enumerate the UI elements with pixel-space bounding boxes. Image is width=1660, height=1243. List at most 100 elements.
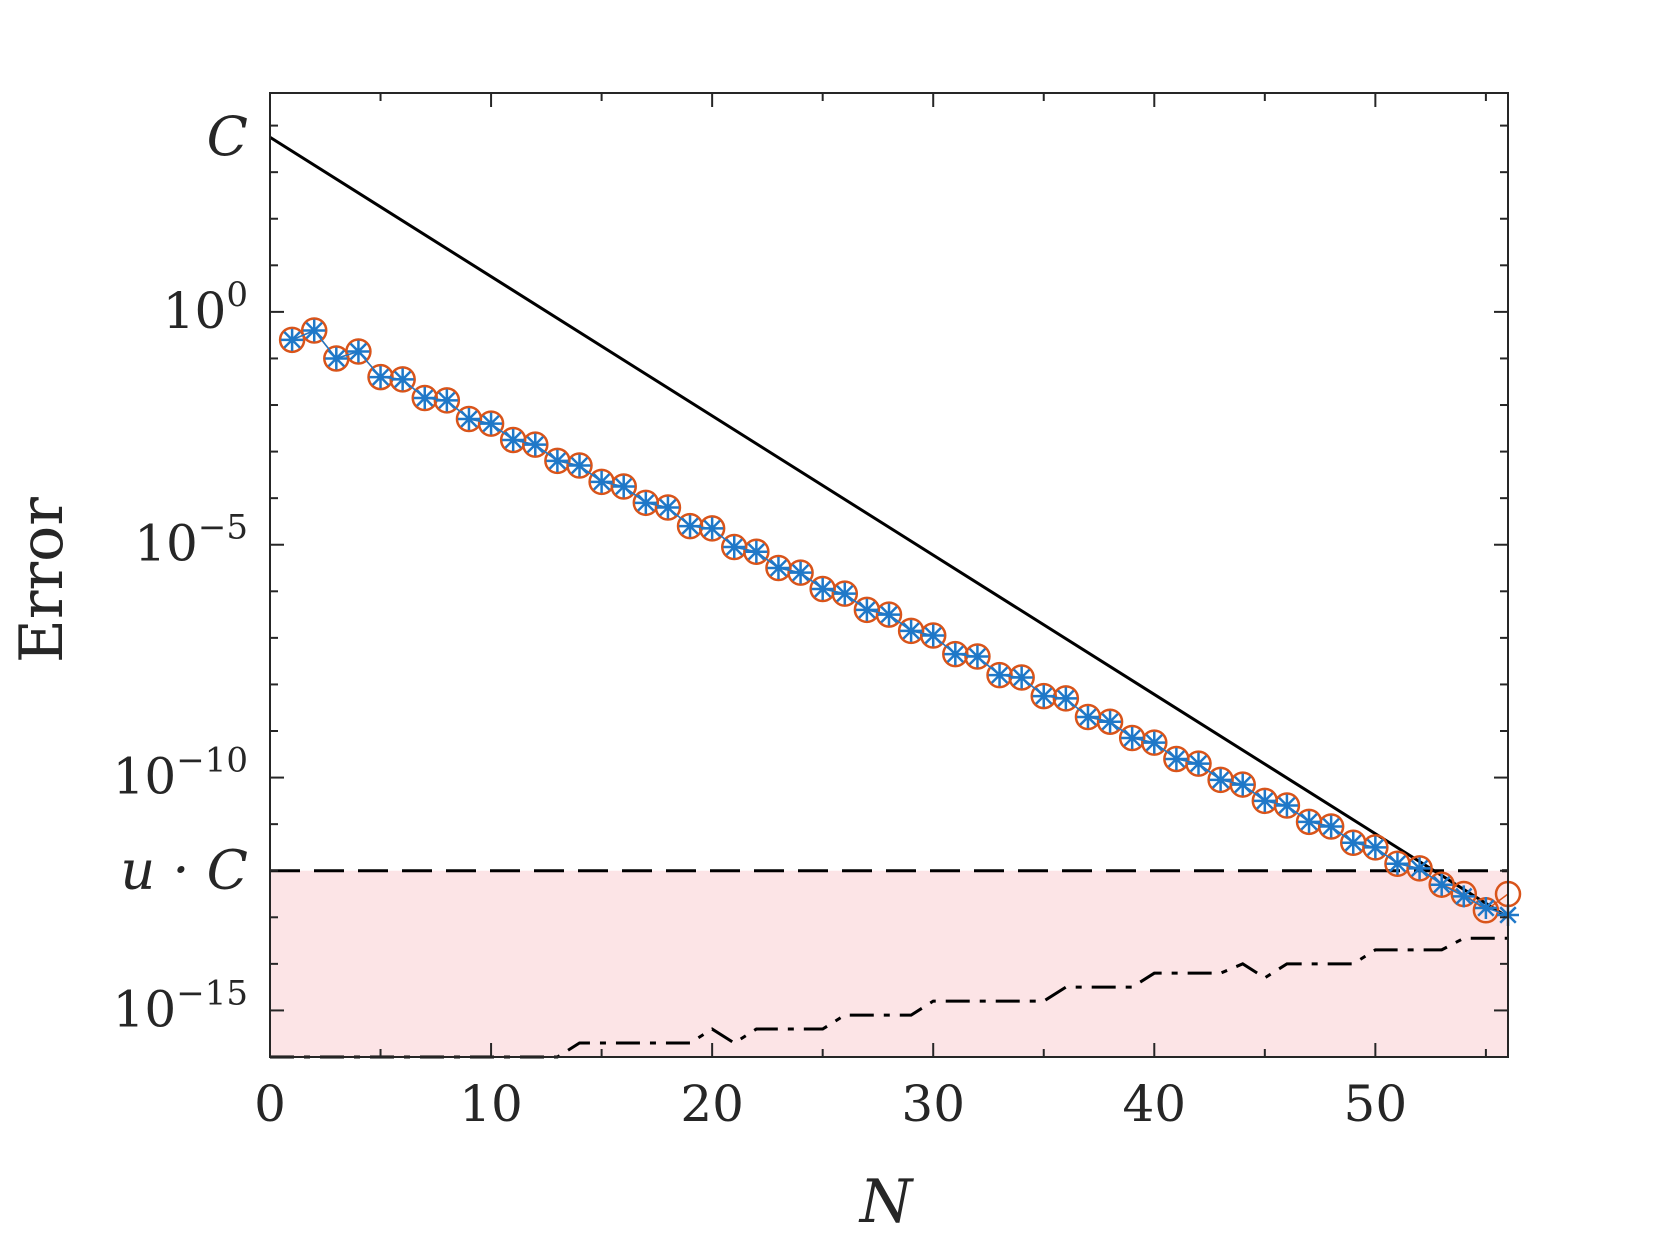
circle-marker <box>676 512 704 540</box>
star-marker <box>1452 885 1475 908</box>
circle-marker <box>1362 834 1389 861</box>
circle-marker <box>1273 792 1301 819</box>
star-marker <box>435 389 458 412</box>
circle-marker <box>433 387 461 414</box>
star-marker <box>745 540 768 563</box>
y-tick-label: 100 <box>163 275 248 340</box>
shaded-region <box>270 870 1508 1057</box>
circle-marker <box>1008 664 1035 691</box>
plot-frame <box>269 92 1509 1058</box>
y-tick-label: 10−15 <box>113 973 248 1038</box>
circle-marker <box>919 622 947 649</box>
star-marker <box>1143 731 1166 754</box>
star-marker <box>612 475 635 498</box>
star-marker <box>1165 747 1188 770</box>
special-axis-label: u · C <box>120 839 248 902</box>
special-axis-label: C <box>207 105 248 168</box>
x-tick-label: 10 <box>459 1075 523 1133</box>
circle-marker <box>942 640 969 668</box>
circle-marker <box>300 317 328 344</box>
shaded-region-layer <box>270 870 1508 1057</box>
circle-marker <box>1229 771 1256 798</box>
circle-marker <box>610 473 637 500</box>
star-marker <box>789 561 812 584</box>
plot-frame-layer <box>269 92 1509 1058</box>
solid-line-series <box>269 135 1509 919</box>
star-marker <box>347 340 370 363</box>
star-marker <box>568 454 591 477</box>
circle-marker <box>1317 813 1345 840</box>
star-marker <box>1010 666 1033 689</box>
circle-marker <box>1052 685 1080 712</box>
circle-marker <box>986 661 1013 689</box>
y-tick-label: 10−10 <box>113 741 248 806</box>
circle-marker <box>1185 750 1212 777</box>
circle-marker <box>566 452 593 479</box>
star-marker <box>546 449 569 472</box>
star-marker <box>303 319 326 342</box>
circle-marker <box>787 559 814 586</box>
circle-marker <box>831 580 859 607</box>
star-marker <box>1386 852 1409 875</box>
star-marker <box>701 517 724 540</box>
star-marker <box>524 433 547 456</box>
circle-marker <box>875 601 903 628</box>
circle-marker <box>367 363 394 391</box>
star-marker <box>1342 831 1365 854</box>
star-marker <box>1121 726 1144 749</box>
star-marker <box>1187 752 1210 775</box>
circle-marker <box>698 515 726 542</box>
star-marker <box>325 347 348 370</box>
circle-marker <box>278 326 306 354</box>
star-marker <box>833 582 856 605</box>
tick-label-layer: 0 10 20 30 40 50 100 10−5 10−10 10−15 Cu · C <box>113 105 1408 1133</box>
star-marker <box>922 624 945 647</box>
star-marker <box>1209 768 1232 791</box>
star-marker <box>480 412 503 435</box>
star-marker <box>679 515 702 538</box>
y-axis-title: Error <box>7 497 77 663</box>
star-marker <box>811 577 834 600</box>
star-marker <box>1364 836 1387 859</box>
star-marker <box>1032 685 1055 708</box>
circle-marker <box>654 494 682 521</box>
star-marker <box>413 387 436 410</box>
star-marker <box>590 470 613 493</box>
star-marker <box>988 664 1011 687</box>
dash-dot-line-series <box>270 936 1508 1059</box>
star-marker <box>1231 773 1254 796</box>
y-tick-label: 10−5 <box>134 508 248 573</box>
star-marker <box>878 603 900 626</box>
star-marker <box>656 496 679 519</box>
circle-marker <box>743 538 770 565</box>
circle-marker <box>1030 682 1057 710</box>
star-marker <box>900 619 923 642</box>
star-marker <box>1054 687 1077 710</box>
star-marker <box>767 557 790 580</box>
circle-marker <box>1428 871 1455 898</box>
star-marker <box>634 491 657 514</box>
x-tick-label: 50 <box>1344 1075 1408 1133</box>
star-marker <box>723 536 746 559</box>
circle-marker <box>1406 855 1433 882</box>
x-axis-title: N <box>858 1167 915 1237</box>
tick-layer <box>269 93 1508 1058</box>
series-layer <box>269 135 1522 1059</box>
star-marker <box>855 598 878 621</box>
circle-marker <box>1096 708 1124 735</box>
circle-marker <box>1141 729 1168 756</box>
star-marker <box>1474 896 1497 919</box>
star-marker <box>391 368 414 391</box>
star-marker <box>1253 789 1276 812</box>
star-marker <box>966 645 989 668</box>
circle-marker <box>477 410 505 437</box>
star-marker <box>1320 815 1343 838</box>
circle-marker <box>389 366 416 393</box>
x-tick-label: 40 <box>1122 1075 1186 1133</box>
x-tick-label: 30 <box>901 1075 965 1133</box>
circle-marker <box>522 431 549 458</box>
circle-marker <box>411 384 438 412</box>
circle-marker <box>345 338 372 365</box>
star-marker <box>281 328 304 351</box>
